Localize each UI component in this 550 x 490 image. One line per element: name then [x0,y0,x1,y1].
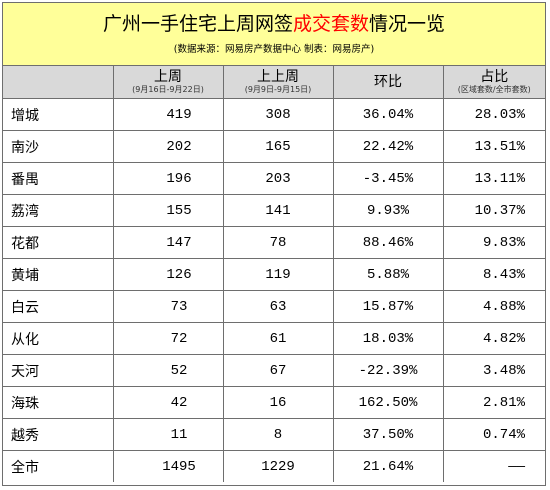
district-cell: 越秀 [3,418,114,451]
share-cell: 3.48% [442,354,545,387]
share-cell: 10.37% [442,194,545,227]
district-cell: 南沙 [3,130,114,163]
district-cell: 从化 [3,322,114,355]
prev-week-cell: 61 [222,322,334,355]
report-title: 广州一手住宅上周网签成交套数情况一览 [3,12,545,36]
last-week-cell: 72 [112,322,224,355]
share-cell: 9.83% [442,226,545,259]
district-cell: 荔湾 [3,194,114,227]
header-district [3,66,114,99]
last-week-cell: 11 [112,418,224,451]
transactions-table: 上周 (9月16日-9月22日) 上上周 (9月9日-9月15日) 环比 占比 … [3,66,545,482]
district-cell: 天河 [3,354,114,387]
district-cell: 黄埔 [3,258,114,291]
district-cell: 增城 [3,98,114,131]
table-row: 增城 419 308 36.04% 28.03% [3,98,545,131]
prev-week-cell: 8 [222,418,334,451]
last-week-cell: 42 [112,386,224,419]
header-share-note: (区域套数/全市套数) [457,84,531,94]
table-header-row: 上周 (9月16日-9月22日) 上上周 (9月9日-9月15日) 环比 占比 … [3,66,545,99]
prev-week-cell: 1229 [222,450,334,482]
prev-week-cell: 203 [222,162,334,195]
header-prev-week: 上上周 (9月9日-9月15日) [222,66,334,99]
last-week-cell: 196 [112,162,224,195]
share-cell: 4.82% [442,322,545,355]
mom-cell: 21.64% [332,450,444,482]
header-last-week-range: (9月16日-9月22日) [132,84,204,94]
title-banner: 广州一手住宅上周网签成交套数情况一览 (数据来源：网易房产数据中心 制表：网易房… [3,3,545,66]
table-row: 白云 73 63 15.87% 4.88% [3,290,545,323]
mom-cell: 37.50% [332,418,444,451]
last-week-cell: 419 [112,98,224,131]
share-cell: 4.88% [442,290,545,323]
header-last-week: 上周 (9月16日-9月22日) [112,66,224,99]
title-highlight: 成交套数 [292,13,369,35]
share-cell: —— [442,450,545,482]
header-share-label: 占比 [480,68,509,85]
district-cell: 白云 [3,290,114,323]
table-row: 南沙 202 165 22.42% 13.51% [3,130,545,163]
report-table-frame: 广州一手住宅上周网签成交套数情况一览 (数据来源：网易房产数据中心 制表：网易房… [2,2,546,486]
prev-week-cell: 63 [222,290,334,323]
share-cell: 13.11% [442,162,545,195]
table-row: 花都 147 78 88.46% 9.83% [3,226,545,259]
prev-week-cell: 119 [222,258,334,291]
last-week-cell: 155 [112,194,224,227]
table-row: 越秀 11 8 37.50% 0.74% [3,418,545,451]
share-cell: 2.81% [442,386,545,419]
mom-cell: 162.50% [332,386,444,419]
last-week-cell: 52 [112,354,224,387]
district-cell: 花都 [3,226,114,259]
share-cell: 13.51% [442,130,545,163]
mom-cell: 36.04% [332,98,444,131]
header-share: 占比 (区域套数/全市套数) [442,66,545,99]
header-mom: 环比 [332,66,444,99]
prev-week-cell: 78 [222,226,334,259]
mom-cell: 9.93% [332,194,444,227]
mom-cell: 22.42% [332,130,444,163]
share-cell: 0.74% [442,418,545,451]
title-suffix: 情况一览 [369,13,446,35]
header-prev-week-range: (9月9日-9月15日) [244,84,312,94]
table-row: 番禺 196 203 -3.45% 13.11% [3,162,545,195]
mom-cell: 5.88% [332,258,444,291]
share-cell: 8.43% [442,258,545,291]
prev-week-cell: 16 [222,386,334,419]
header-mom-label: 环比 [374,73,402,90]
mom-cell: -22.39% [332,354,444,387]
header-last-week-label: 上周 [154,68,182,85]
title-prefix: 广州一手住宅上周网签 [102,13,293,35]
prev-week-cell: 308 [222,98,334,131]
prev-week-cell: 141 [222,194,334,227]
prev-week-cell: 165 [222,130,334,163]
last-week-cell: 126 [112,258,224,291]
last-week-cell: 147 [112,226,224,259]
district-cell: 海珠 [3,386,114,419]
table-row: 从化 72 61 18.03% 4.82% [3,322,545,355]
share-cell: 28.03% [442,98,545,131]
mom-cell: 88.46% [332,226,444,259]
mom-cell: 15.87% [332,290,444,323]
district-cell: 全市 [3,450,114,482]
table-body: 增城 419 308 36.04% 28.03% 南沙 202 165 22.42% 13.51%… [3,98,545,482]
table-row: 黄埔 126 119 5.88% 8.43% [3,258,545,291]
table-row: 天河 52 67 -22.39% 3.48% [3,354,545,387]
table-row: 全市 1495 1229 21.64% —— [3,450,545,482]
last-week-cell: 1495 [112,450,224,482]
prev-week-cell: 67 [222,354,334,387]
mom-cell: -3.45% [332,162,444,195]
mom-cell: 18.03% [332,322,444,355]
table-row: 荔湾 155 141 9.93% 10.37% [3,194,545,227]
table-row: 海珠 42 16 162.50% 2.81% [3,386,545,419]
header-prev-week-label: 上上周 [257,68,299,85]
data-source-note: (数据来源：网易房产数据中心 制表：网易房产) [173,44,375,55]
district-cell: 番禺 [3,162,114,195]
last-week-cell: 73 [112,290,224,323]
last-week-cell: 202 [112,130,224,163]
